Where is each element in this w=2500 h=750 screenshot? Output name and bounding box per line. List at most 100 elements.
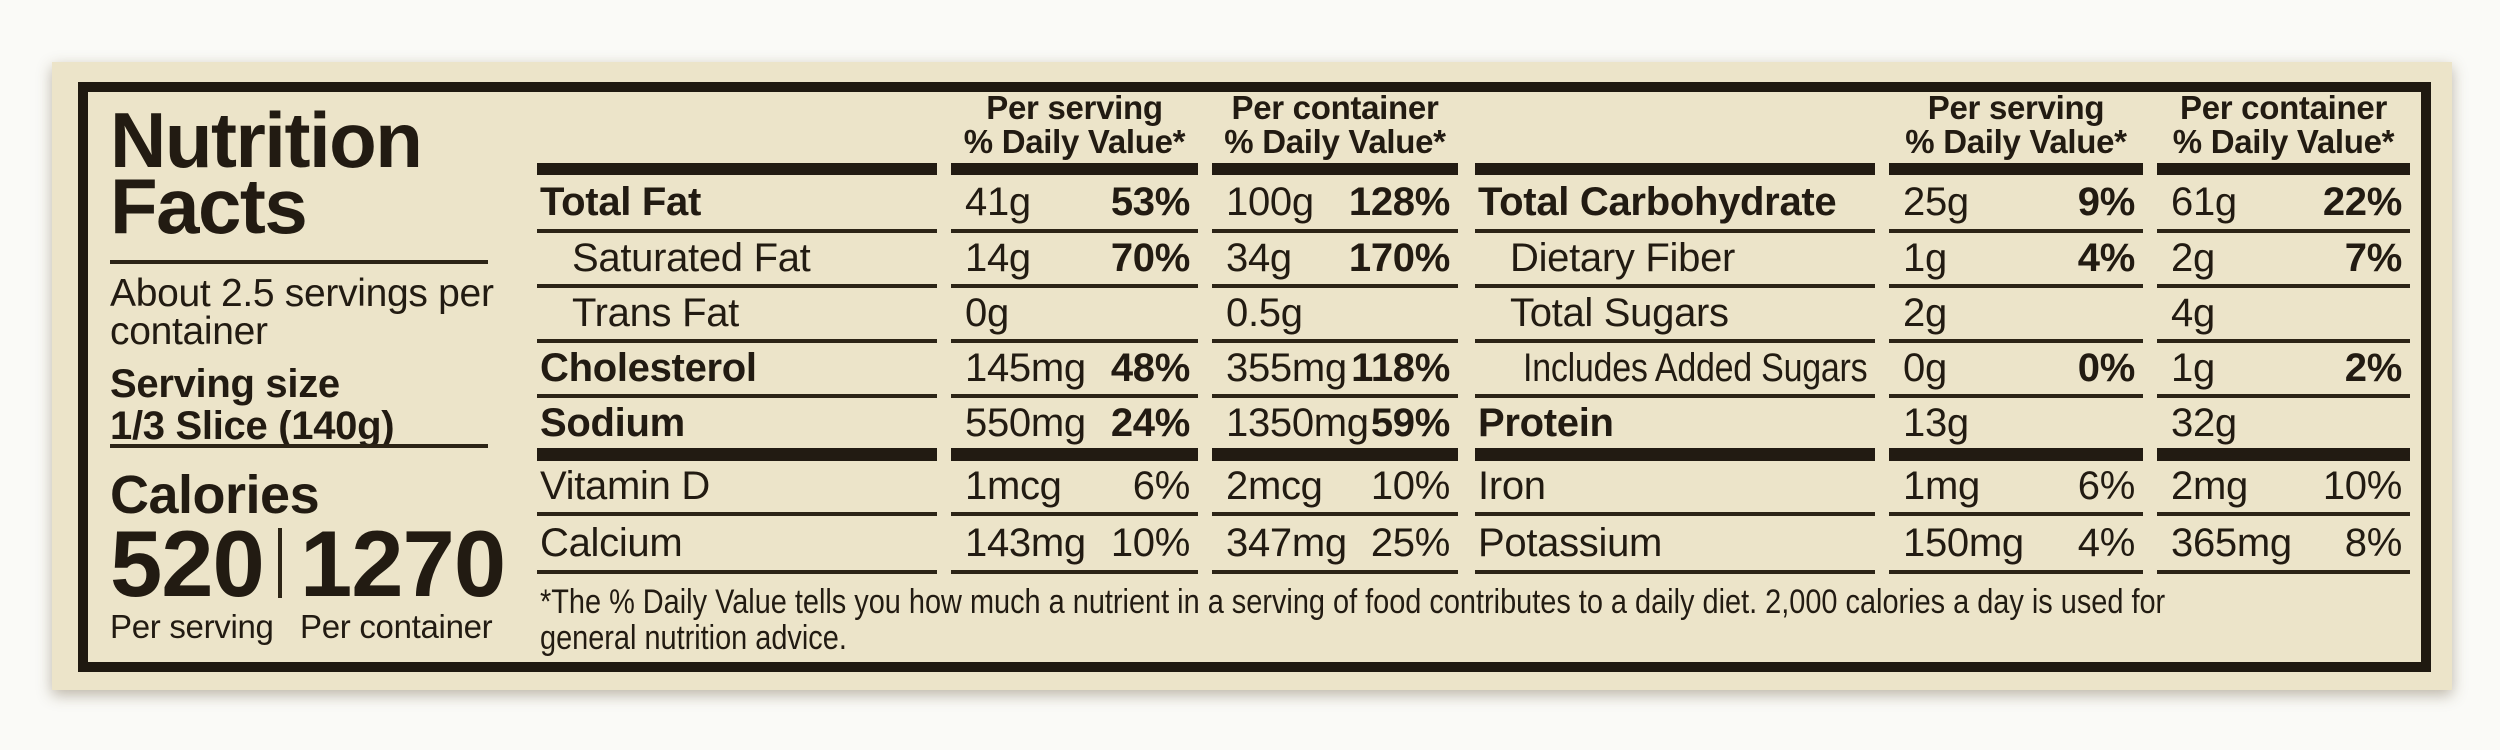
- nutrition-facts-title: Nutrition Facts: [110, 96, 423, 250]
- dv-per-serving: 0%: [2077, 346, 2136, 390]
- dv-per-serving: 48%: [1110, 346, 1190, 390]
- dv-per-container: 118%: [1351, 346, 1450, 390]
- divider-under-title: [110, 260, 488, 264]
- section-separator-bar: [1475, 448, 2410, 461]
- header-separator-bar: [1475, 163, 2410, 175]
- nutrient-row-protein: Protein 13g 32g: [1475, 398, 2410, 448]
- column-header-per-serving: Per serving % Daily Value*: [1905, 89, 2127, 160]
- nutrient-name: Calcium: [540, 520, 683, 565]
- amount-per-container: 347mg: [1226, 520, 1347, 565]
- dv-per-serving: 4%: [2077, 236, 2136, 280]
- dv-per-container: 10%: [1370, 464, 1450, 508]
- calories-heading: Calories: [110, 465, 320, 525]
- dv-per-container: 128%: [1348, 179, 1450, 224]
- nutrient-name: Cholesterol: [540, 346, 757, 390]
- nutrient-name: Vitamin D: [540, 464, 710, 508]
- table-header-row: Per serving % Daily Value* Per container…: [537, 88, 1458, 163]
- dv-per-container: 10%: [2322, 464, 2402, 508]
- nutrient-row-cholesterol: Cholesterol 145mg 48% 355mg 118%: [537, 343, 1458, 398]
- amount-per-container: 365mg: [2171, 520, 2292, 565]
- empty-header-cell: [537, 88, 937, 163]
- dv-per-serving: 6%: [1132, 464, 1191, 508]
- dv-per-serving: 24%: [1110, 400, 1190, 445]
- serving-size-block: Serving size 1/3 Slice (140g): [110, 362, 395, 448]
- amount-per-serving: 1mg: [1903, 464, 1980, 508]
- label-frame: [78, 82, 2431, 672]
- amount-per-container: 61g: [2171, 179, 2237, 224]
- nutrient-name: Total Sugars: [1510, 291, 1729, 335]
- amount-per-container: 355mg: [1226, 346, 1347, 390]
- amount-per-serving: 150mg: [1903, 520, 2024, 565]
- nutrient-name: Total Fat: [540, 179, 701, 224]
- nutrient-row-total-sugars: Total Sugars 2g 4g: [1475, 288, 2410, 343]
- nutrient-row-iron: Iron 1mg 6% 2mg 10%: [1475, 461, 2410, 516]
- serving-size-value: 1/3 Slice (140g): [110, 404, 395, 448]
- daily-value-footnote: *The % Daily Value tells you how much a …: [540, 584, 2165, 656]
- nutrient-name: Protein: [1478, 400, 1614, 445]
- dv-per-serving: 53%: [1110, 179, 1190, 224]
- dv-per-serving: 9%: [2077, 179, 2136, 224]
- section-separator-bar: [537, 448, 1458, 461]
- amount-per-container: 100g: [1226, 179, 1314, 224]
- nutrient-name: Includes Added Sugars: [1523, 346, 1868, 390]
- nutrient-table-left: Per serving % Daily Value* Per container…: [537, 88, 1458, 574]
- column-header-per-container: Per container % Daily Value*: [1224, 89, 1446, 160]
- nutrient-name: Saturated Fat: [572, 236, 811, 280]
- amount-per-serving: 143mg: [965, 520, 1086, 565]
- amount-per-container: 1350mg: [1226, 400, 1369, 445]
- nutrient-row-saturated-fat: Saturated Fat 14g 70% 34g 170%: [537, 233, 1458, 288]
- dv-per-container: 59%: [1370, 400, 1450, 445]
- amount-per-serving: 0g: [965, 291, 1009, 335]
- per-serving-caption: Per serving: [110, 608, 274, 645]
- divider-under-serving-size: [110, 444, 488, 448]
- amount-per-serving: 1mcg: [965, 464, 1062, 508]
- header-separator-bar: [537, 163, 1458, 175]
- title-line-2: Facts: [110, 162, 308, 250]
- nutrient-name: Potassium: [1478, 520, 1663, 565]
- nutrient-row-sodium: Sodium 550mg 24% 1350mg 59%: [537, 398, 1458, 448]
- nutrient-row-vitamin-d: Vitamin D 1mcg 6% 2mcg 10%: [537, 461, 1458, 516]
- servings-per-container: About 2.5 servings per container: [110, 272, 494, 353]
- nutrient-row-total-carbohydrate: Total Carbohydrate 25g 9% 61g 22%: [1475, 175, 2410, 233]
- amount-per-container: 2mcg: [1226, 464, 1323, 508]
- per-container-caption: Per container: [300, 608, 493, 645]
- amount-per-serving: 14g: [965, 236, 1031, 280]
- column-header-per-serving: Per serving % Daily Value*: [963, 89, 1186, 160]
- dv-per-container: 170%: [1348, 236, 1450, 280]
- amount-per-container: 2mg: [2171, 464, 2248, 508]
- amount-per-container: 34g: [1226, 236, 1292, 280]
- table-header-row: Per serving % Daily Value* Per container…: [1475, 88, 2410, 163]
- amount-per-container: 2g: [2171, 236, 2215, 280]
- amount-per-serving: 13g: [1903, 400, 1969, 445]
- amount-per-container: 1g: [2171, 346, 2215, 390]
- nutrition-label: Nutrition Facts About 2.5 servings per c…: [52, 62, 2452, 690]
- amount-per-serving: 25g: [1903, 179, 1969, 224]
- dv-per-container: 22%: [2322, 179, 2402, 224]
- amount-per-serving: 0g: [1903, 346, 1947, 390]
- nutrient-name: Iron: [1478, 464, 1546, 508]
- serving-size-label: Serving size: [110, 362, 340, 406]
- nutrient-name: Dietary Fiber: [1510, 236, 1736, 280]
- nutrient-name: Trans Fat: [572, 291, 739, 335]
- calories-per-container-value: 1270: [300, 511, 506, 616]
- nutrient-table-right: Per serving % Daily Value* Per container…: [1475, 88, 2410, 574]
- empty-header-cell: [1475, 88, 1875, 163]
- nutrient-row-trans-fat: Trans Fat 0g 0.5g: [537, 288, 1458, 343]
- nutrient-row-potassium: Potassium 150mg 4% 365mg 8%: [1475, 516, 2410, 574]
- amount-per-container: 4g: [2171, 291, 2215, 335]
- dv-per-container: 2%: [2344, 346, 2403, 390]
- dv-per-container: 25%: [1370, 520, 1450, 565]
- amount-per-container: 32g: [2171, 400, 2237, 445]
- dv-per-serving: 4%: [2077, 520, 2136, 565]
- amount-per-serving: 41g: [965, 179, 1031, 224]
- amount-per-serving: 145mg: [965, 346, 1086, 390]
- amount-per-serving: 550mg: [965, 400, 1086, 445]
- dv-per-serving: 70%: [1110, 236, 1190, 280]
- title-line-1: Nutrition: [110, 96, 423, 184]
- nutrient-row-dietary-fiber: Dietary Fiber 1g 4% 2g 7%: [1475, 233, 2410, 288]
- dv-per-container: 8%: [2344, 520, 2403, 565]
- nutrient-row-total-fat: Total Fat 41g 53% 100g 128%: [537, 175, 1458, 233]
- nutrient-row-added-sugars: Includes Added Sugars 0g 0% 1g 2%: [1475, 343, 2410, 398]
- amount-per-serving: 2g: [1903, 291, 1947, 335]
